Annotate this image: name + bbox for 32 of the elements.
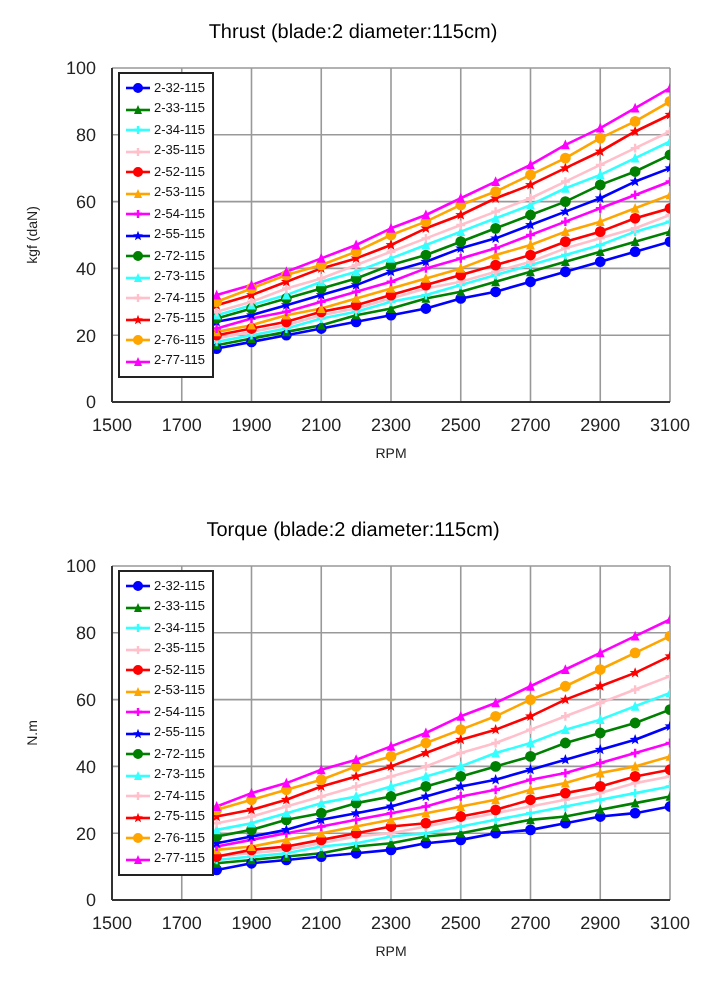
x-tick-label: 3100 — [649, 912, 691, 933]
x-tick-label: 2700 — [510, 912, 551, 933]
x-tick-label: 2700 — [510, 414, 551, 435]
y-tick-label: 100 — [65, 556, 96, 577]
y-tick-label: 40 — [75, 756, 96, 777]
y-tick-label: 0 — [85, 890, 96, 911]
y-tick-label: 100 — [65, 58, 96, 79]
y-tick-label: 80 — [75, 125, 96, 146]
y-tick-label: 60 — [75, 191, 96, 212]
x-tick-label: 1900 — [231, 414, 272, 435]
y-tick-label: 20 — [75, 325, 96, 346]
y-tick-label: 0 — [85, 392, 96, 413]
x-tick-label: 1900 — [231, 912, 272, 933]
x-tick-label: 1500 — [91, 414, 133, 435]
y-tick-label: 20 — [75, 823, 96, 844]
x-tick-label: 2500 — [440, 414, 481, 435]
x-tick-label: 1700 — [161, 414, 202, 435]
y-tick-label: 60 — [75, 689, 96, 710]
x-tick-label: 2900 — [580, 414, 621, 435]
x-tick-label: 1700 — [161, 912, 202, 933]
x-tick-label: 2100 — [301, 912, 342, 933]
x-tick-label: 1500 — [91, 912, 133, 933]
y-tick-label: 40 — [75, 258, 96, 279]
x-tick-label: 2500 — [440, 912, 481, 933]
chart-title: Torque (blade:2 diameter:115cm) — [204, 518, 502, 546]
y-tick-label: 80 — [75, 623, 96, 644]
x-tick-label: 2900 — [580, 912, 621, 933]
x-tick-label: 2100 — [301, 414, 342, 435]
x-tick-label: 3100 — [649, 414, 691, 435]
chart-title: Thrust (blade:2 diameter:115cm) — [206, 20, 500, 48]
x-tick-label: 2300 — [370, 414, 412, 435]
x-tick-label: 2300 — [370, 912, 412, 933]
